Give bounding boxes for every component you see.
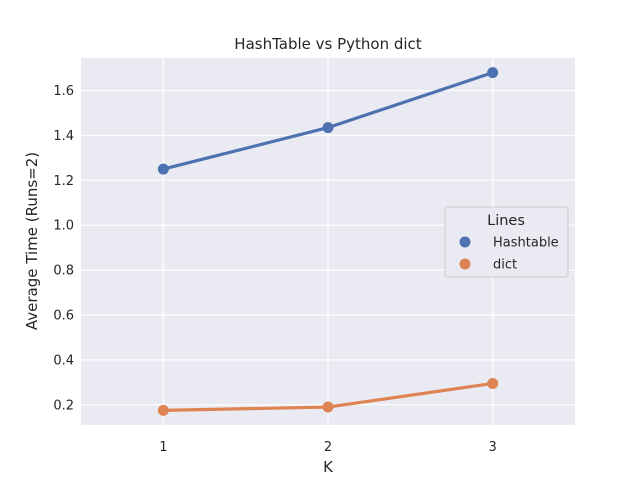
legend-label-hashtable: Hashtable (493, 236, 559, 251)
data-point-hashtable (322, 122, 334, 134)
data-point-hashtable (487, 67, 499, 79)
y-axis-label: Average Time (Runs=2) (23, 152, 41, 330)
legend-marker-dict (459, 258, 471, 270)
y-tick-label: 0.4 (53, 353, 74, 368)
data-point-dict (487, 377, 499, 389)
legend-items: Hashtable dict (459, 236, 559, 273)
chart-title: HashTable vs Python dict (234, 35, 422, 53)
data-point-dict (322, 401, 334, 413)
y-tick-label: 0.8 (53, 264, 74, 279)
legend-marker-hashtable (459, 236, 471, 248)
y-tick-label: 1.0 (53, 219, 74, 234)
x-tick-label: 1 (159, 440, 167, 455)
y-tick-labels: 0.2 0.4 0.6 0.8 1.0 1.2 1.4 1.6 (53, 84, 74, 413)
series-layer (157, 67, 499, 416)
y-tick-label: 0.6 (53, 309, 74, 324)
data-point-dict (157, 404, 169, 416)
y-tick-label: 1.4 (53, 129, 74, 144)
x-tick-labels: 1 2 3 (159, 440, 497, 455)
legend-label-dict: dict (493, 258, 517, 273)
y-tick-label: 0.2 (53, 398, 74, 413)
legend-title: Lines (487, 213, 525, 229)
x-axis-label: K (323, 458, 334, 476)
data-point-hashtable (157, 163, 169, 175)
legend: Lines Hashtable dict (444, 206, 569, 278)
y-tick-label: 1.6 (53, 84, 74, 99)
y-tick-label: 1.2 (53, 174, 74, 189)
x-tick-label: 3 (489, 440, 497, 455)
x-tick-label: 2 (324, 440, 332, 455)
legend-box (444, 206, 569, 278)
